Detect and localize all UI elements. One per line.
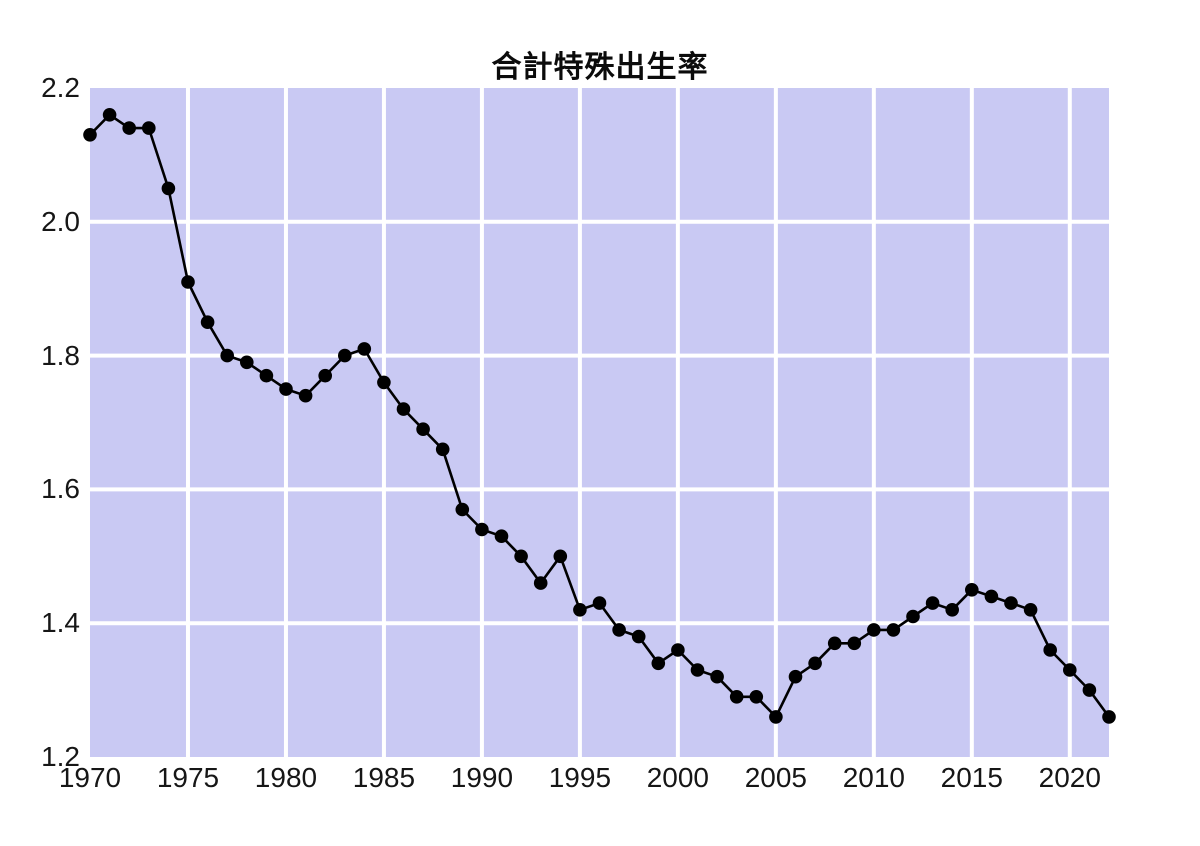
data-point xyxy=(769,710,783,724)
data-point xyxy=(651,656,666,671)
data-point xyxy=(494,529,509,543)
data-point xyxy=(181,275,195,289)
data-point xyxy=(886,623,901,637)
x-tick-label: 1980 xyxy=(254,762,318,793)
x-tick-label: 1970 xyxy=(58,762,122,793)
y-tick-label: 2.2 xyxy=(41,72,80,103)
y-tick-label: 2.0 xyxy=(41,205,80,237)
data-point xyxy=(240,355,254,370)
x-tick-label: 1985 xyxy=(352,762,416,793)
data-point xyxy=(847,636,862,651)
data-point xyxy=(867,623,881,637)
x-tick-label: 2010 xyxy=(842,762,905,793)
data-point xyxy=(1004,596,1018,610)
plot-panel xyxy=(90,88,1109,757)
y-tick-label: 1.4 xyxy=(41,607,80,639)
data-point xyxy=(455,502,470,517)
data-point xyxy=(592,596,607,610)
data-point xyxy=(573,603,587,617)
x-tick-label: 2005 xyxy=(744,762,807,793)
data-point xyxy=(83,128,97,142)
data-point xyxy=(1063,663,1077,677)
data-point xyxy=(338,348,352,363)
x-tick-label: 1990 xyxy=(450,762,514,793)
data-point xyxy=(808,656,822,671)
data-point xyxy=(965,583,979,597)
data-point xyxy=(710,669,724,684)
x-tick-label: 1975 xyxy=(156,762,220,793)
y-tick-label: 1.2 xyxy=(41,741,80,772)
data-point xyxy=(749,690,764,704)
data-point xyxy=(984,589,999,604)
x-tick-label: 2015 xyxy=(940,762,1003,793)
data-point xyxy=(1023,603,1038,617)
y-tick-label: 1.8 xyxy=(41,339,80,371)
data-point xyxy=(122,121,136,135)
data-point xyxy=(435,442,450,457)
data-point xyxy=(1043,643,1057,657)
data-point xyxy=(925,596,940,610)
data-point xyxy=(514,549,528,564)
data-point xyxy=(690,663,705,677)
data-point xyxy=(788,669,803,684)
data-point xyxy=(298,388,313,403)
data-point xyxy=(553,549,568,564)
data-point xyxy=(377,375,391,390)
data-point xyxy=(729,690,744,704)
x-tick-label: 2000 xyxy=(646,762,710,793)
data-point xyxy=(318,368,333,383)
data-point xyxy=(200,315,215,330)
data-point xyxy=(279,382,293,396)
data-point xyxy=(612,623,626,637)
data-point xyxy=(827,636,842,651)
data-point xyxy=(475,522,489,537)
y-tick-label: 1.6 xyxy=(41,473,80,505)
data-point xyxy=(945,603,959,617)
data-point xyxy=(631,629,646,644)
x-tick-label: 2020 xyxy=(1038,762,1101,793)
chart-title: 合計特殊出生率 xyxy=(491,51,709,84)
x-tick-label: 1995 xyxy=(548,762,612,793)
data-point xyxy=(396,402,411,416)
data-point xyxy=(906,609,920,624)
data-point xyxy=(259,368,274,383)
data-point xyxy=(1102,710,1116,724)
data-point xyxy=(102,108,117,122)
data-point xyxy=(1082,683,1097,697)
data-point xyxy=(142,121,156,135)
data-point xyxy=(671,643,685,657)
data-point xyxy=(533,576,548,590)
data-point xyxy=(416,422,430,437)
data-point xyxy=(220,348,234,363)
data-point xyxy=(161,181,176,196)
data-point xyxy=(357,342,372,356)
